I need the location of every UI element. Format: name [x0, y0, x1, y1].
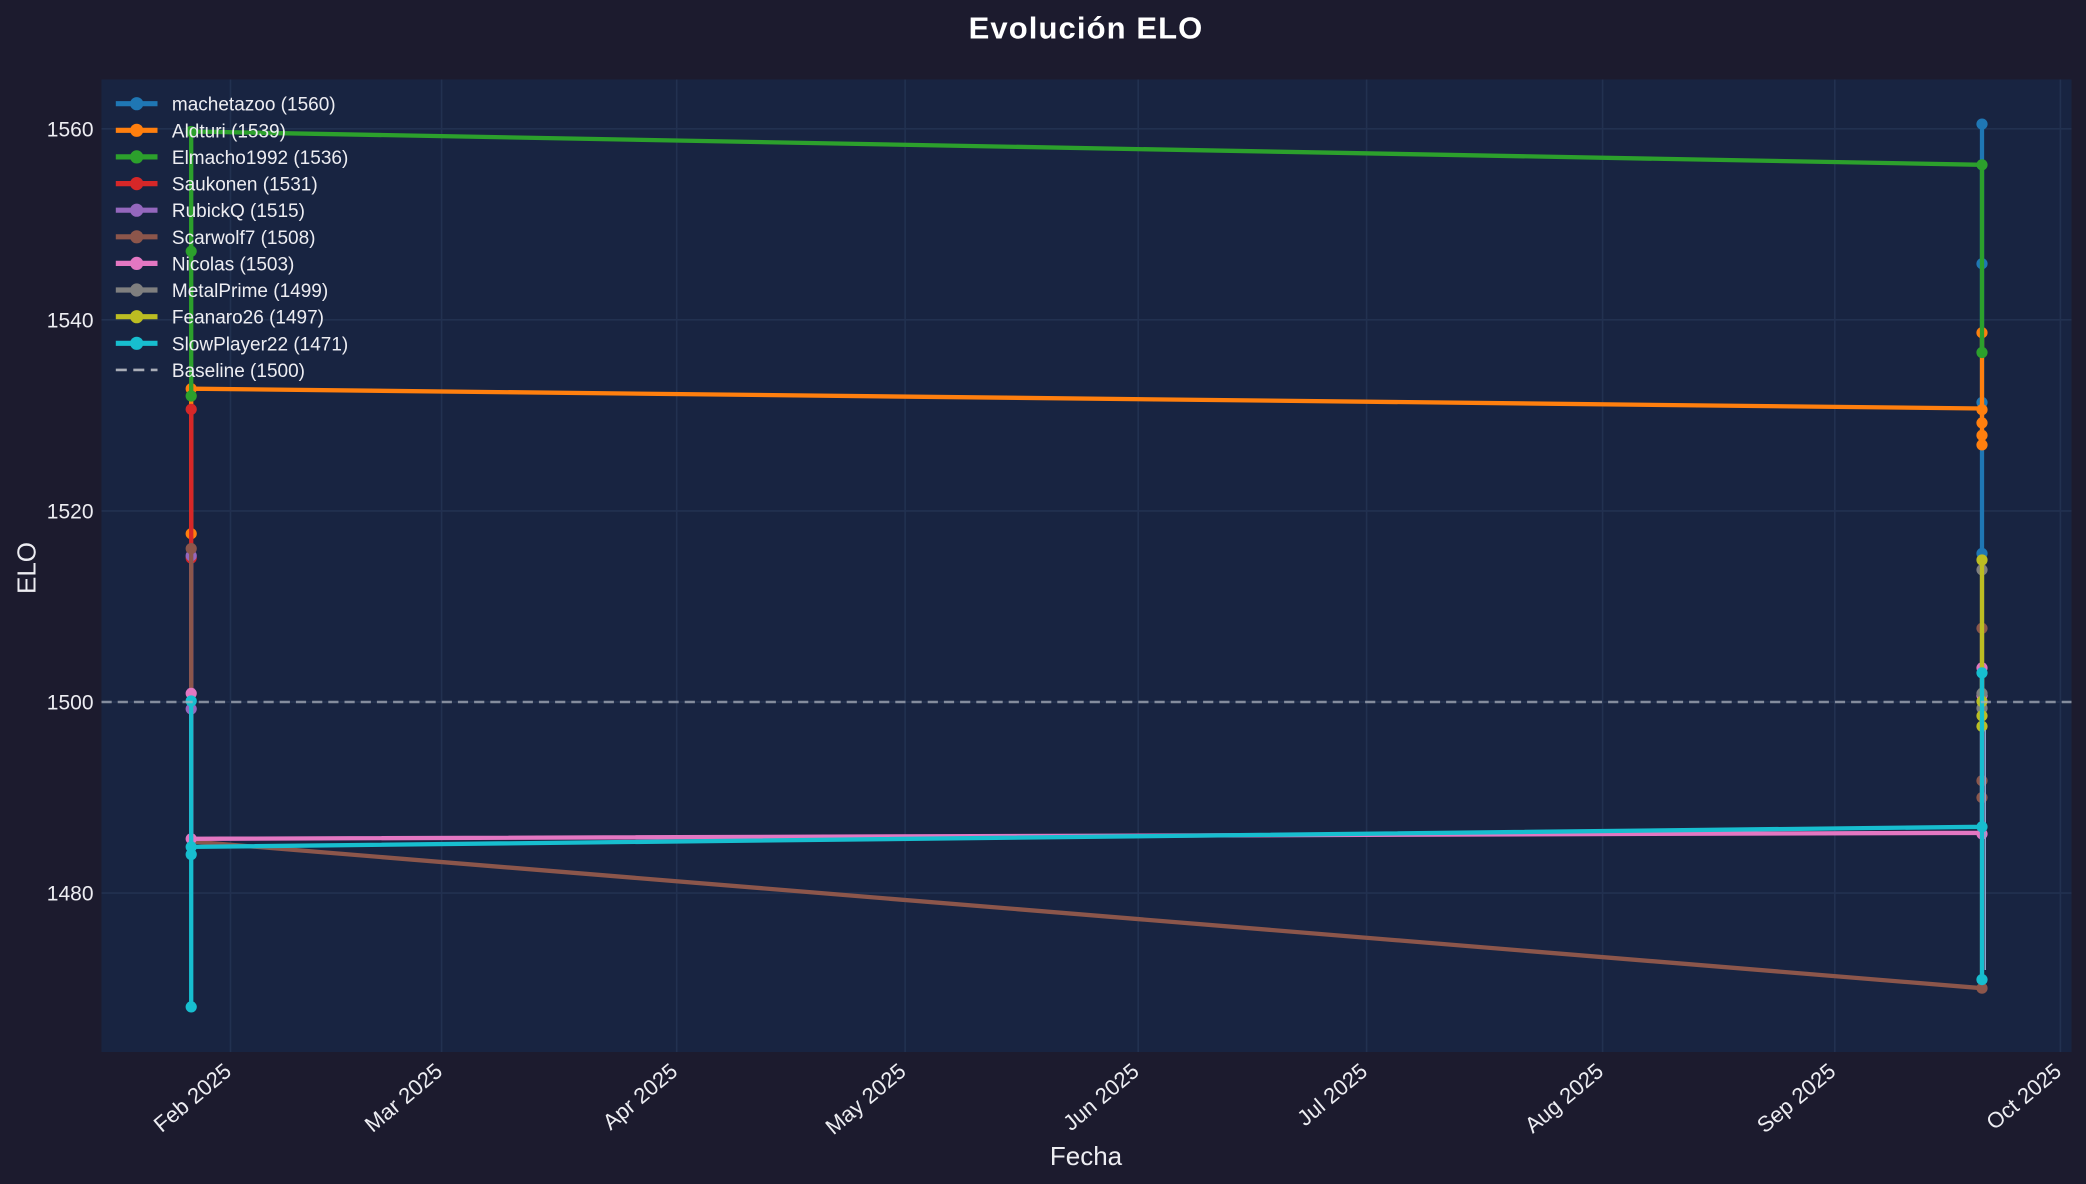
- svg-text:Feanaro26 (1497): Feanaro26 (1497): [172, 308, 324, 329]
- svg-text:1520: 1520: [47, 500, 94, 523]
- svg-text:Aldturi (1539): Aldturi (1539): [172, 121, 286, 142]
- svg-text:1480: 1480: [47, 883, 94, 906]
- svg-text:Evolución ELO: Evolución ELO: [969, 11, 1204, 46]
- svg-text:Elmacho1992 (1536): Elmacho1992 (1536): [172, 148, 348, 169]
- svg-text:1560: 1560: [47, 118, 94, 141]
- svg-text:SlowPlayer22 (1471): SlowPlayer22 (1471): [172, 334, 348, 355]
- svg-text:Nicolas (1503): Nicolas (1503): [172, 254, 295, 275]
- svg-text:Baseline (1500): Baseline (1500): [172, 361, 305, 382]
- svg-text:MetalPrime (1499): MetalPrime (1499): [172, 281, 328, 302]
- svg-text:1500: 1500: [47, 692, 94, 715]
- svg-text:ELO: ELO: [12, 542, 42, 594]
- svg-text:RubickQ (1515): RubickQ (1515): [172, 201, 305, 222]
- svg-text:machetazoo (1560): machetazoo (1560): [172, 95, 336, 116]
- svg-text:Saukonen (1531): Saukonen (1531): [172, 175, 318, 196]
- svg-text:Fecha: Fecha: [1050, 1141, 1123, 1171]
- svg-text:1540: 1540: [47, 309, 94, 332]
- svg-text:Scarwolf7 (1508): Scarwolf7 (1508): [172, 228, 316, 249]
